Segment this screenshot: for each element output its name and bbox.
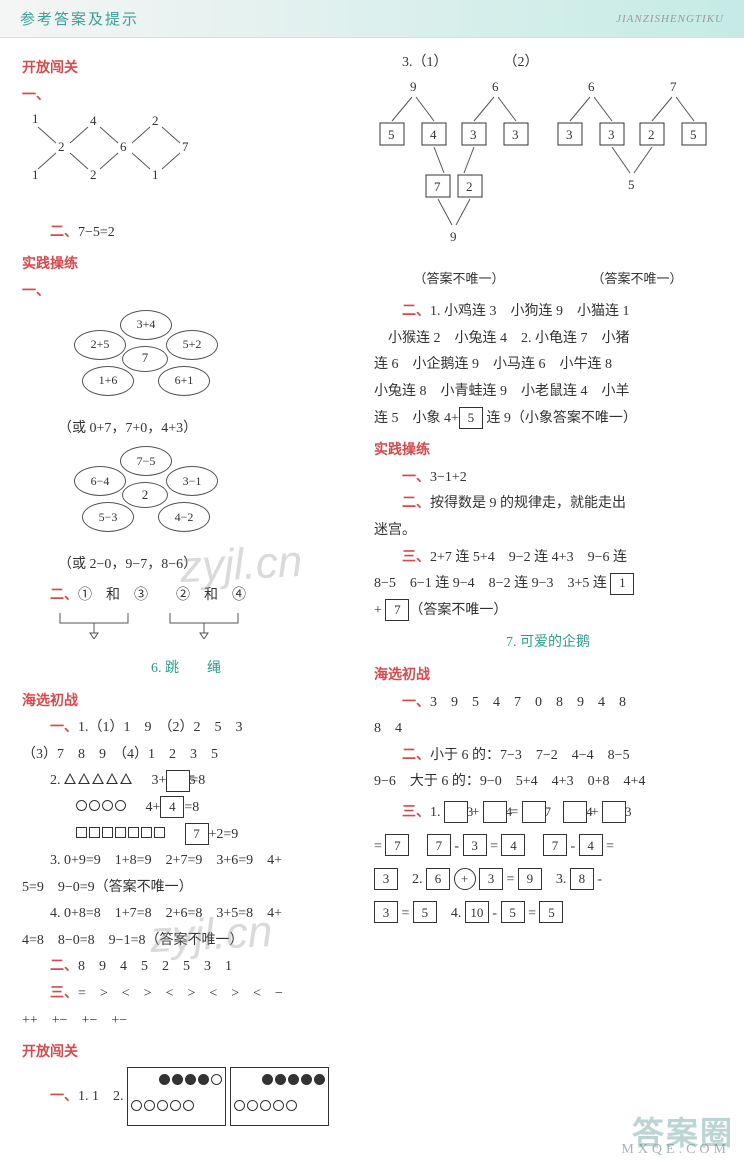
text: 4. 0+8=8 1+7=8 2+6=8 3+5=8 4+ bbox=[22, 901, 350, 928]
svg-text:2: 2 bbox=[648, 127, 655, 142]
text: 3. 0+9=9 1+8=9 2+7=9 3+6=9 4+ bbox=[22, 848, 350, 875]
svg-text:2: 2 bbox=[58, 139, 65, 154]
page-content: 开放闯关 一、 1 2 1 4 2 6 2 1 7 二、7−5=2 实践操练 bbox=[0, 38, 744, 1160]
label: 三、 bbox=[50, 986, 78, 1001]
v-trees: 9 6 5 4 3 3 7 2 9 6 7 3 3 2 bbox=[374, 77, 722, 267]
label-two: 二、 bbox=[50, 588, 78, 603]
svg-text:6: 6 bbox=[492, 79, 499, 94]
section-title: 实践操练 bbox=[374, 438, 722, 465]
svg-text:5: 5 bbox=[690, 127, 697, 142]
flower-note: （或 0+7，7+0，4+3） bbox=[58, 416, 350, 443]
label: 一、 bbox=[402, 695, 430, 710]
text: = > < > < > < > < − bbox=[78, 986, 283, 1001]
text: 8 4 bbox=[374, 716, 722, 743]
equation-rows: 3 2. 6 + 3 = 9 3. 8 - bbox=[374, 863, 722, 897]
svg-text:6: 6 bbox=[588, 79, 595, 94]
label: 二、 bbox=[402, 748, 430, 763]
label-one: 一、 bbox=[22, 284, 50, 299]
svg-text:7: 7 bbox=[670, 79, 677, 94]
pattern-row: 一、1. 1 2. bbox=[22, 1067, 350, 1126]
svg-text:1: 1 bbox=[32, 111, 39, 126]
svg-text:3: 3 bbox=[470, 127, 477, 142]
label-one: 一、 bbox=[22, 88, 50, 103]
text: （3）7 8 9 （4）1 2 3 5 bbox=[22, 742, 350, 769]
label: 一、 bbox=[50, 720, 78, 735]
label: 三、 bbox=[402, 550, 430, 565]
svg-text:4: 4 bbox=[90, 113, 97, 128]
right-column: 3.（1） （2） 9 6 5 4 3 3 7 2 9 6 7 bbox=[374, 50, 722, 1126]
text: 7−5=2 bbox=[78, 225, 115, 240]
text: 小猴连 2 小兔连 4 2. 小龟连 7 小猪 bbox=[374, 326, 722, 353]
equation-rows: = 7 7 - 3 = 4 7 - 4 = bbox=[374, 830, 722, 864]
text: 按得数是 9 的规律走，就能走出 bbox=[430, 496, 626, 511]
svg-text:4: 4 bbox=[430, 127, 437, 142]
label: 二、 bbox=[402, 496, 430, 511]
header-right: JIANZISHENGTIKU bbox=[616, 13, 724, 25]
text: ++ +− +− +− bbox=[22, 1008, 350, 1035]
flower-diagram-2: 2 7−5 3−1 4−2 5−3 6−4 bbox=[62, 442, 232, 552]
svg-text:1: 1 bbox=[152, 167, 159, 182]
left-column: 开放闯关 一、 1 2 1 4 2 6 2 1 7 二、7−5=2 实践操练 bbox=[22, 50, 350, 1126]
shape-row: 7+2=9 bbox=[76, 822, 350, 849]
text: 4=8 8−0=8 9−1=8（答案不唯一） bbox=[22, 928, 350, 955]
captions: （答案不唯一） （答案不唯一） bbox=[374, 267, 722, 292]
label: 一、 bbox=[402, 470, 430, 485]
header-title: 参考答案及提示 bbox=[20, 8, 139, 29]
text: 3.（1） （2） bbox=[374, 50, 722, 77]
shape-row: 4+4=8 bbox=[76, 795, 350, 822]
bracket-diagram bbox=[22, 609, 262, 639]
text: 连 6 小企鹅连 9 小马连 6 小牛连 8 bbox=[374, 352, 722, 379]
svg-text:2: 2 bbox=[90, 167, 97, 182]
watermark-url: MXQE.COM bbox=[621, 1142, 730, 1158]
svg-text:9: 9 bbox=[450, 229, 457, 244]
label: 二、 bbox=[402, 304, 430, 319]
section-title: 开放闯关 bbox=[22, 1040, 350, 1067]
svg-text:7: 7 bbox=[182, 139, 189, 154]
shape-row: 2. 3+5=8 bbox=[22, 768, 350, 795]
label: 二、 bbox=[50, 959, 78, 974]
text: 小兔连 8 小青蛙连 9 小老鼠连 4 小羊 bbox=[374, 379, 722, 406]
svg-text:2: 2 bbox=[466, 179, 473, 194]
svg-text:5: 5 bbox=[388, 127, 395, 142]
text: 1. 小鸡连 3 小狗连 9 小猫连 1 bbox=[430, 304, 630, 319]
section-title: 实践操练 bbox=[22, 252, 350, 279]
number-chain-diagram: 1 2 1 4 2 6 2 1 7 bbox=[22, 109, 252, 209]
svg-text:1: 1 bbox=[32, 167, 39, 182]
subsection-title: 6. 跳 绳 bbox=[22, 656, 350, 683]
label-two: 二、 bbox=[50, 225, 78, 240]
svg-text:3: 3 bbox=[566, 127, 573, 142]
svg-text:6: 6 bbox=[120, 139, 127, 154]
flower-diagram-1: 7 3+4 5+2 6+1 1+6 2+5 bbox=[62, 306, 232, 416]
svg-text:3: 3 bbox=[512, 127, 519, 142]
section-title: 海选初战 bbox=[374, 663, 722, 690]
section-title: 开放闯关 bbox=[22, 56, 350, 83]
equation-rows: 三、1. 3 + 4 = 7 4 + 3 bbox=[374, 796, 722, 830]
text-row: 连 5 小象 4+5 连 9（小象答案不唯一） bbox=[374, 406, 722, 433]
text: 8 9 4 5 2 5 3 1 bbox=[78, 959, 232, 974]
text: 3 9 5 4 7 0 8 9 4 8 bbox=[430, 695, 626, 710]
text: 9−6 大于 6 的：9−0 5+4 4+3 0+8 4+4 bbox=[374, 769, 722, 796]
flower-note: （或 2−0，9−7，8−6） bbox=[58, 552, 350, 579]
svg-text:9: 9 bbox=[410, 79, 417, 94]
text: 5=9 9−0=9（答案不唯一） bbox=[22, 875, 350, 902]
section-title: 海选初战 bbox=[22, 689, 350, 716]
text-row: 8−5 6−1 连 9−4 8−2 连 9−3 3+5 连 1 bbox=[374, 571, 722, 598]
svg-text:7: 7 bbox=[434, 179, 441, 194]
page-header: 参考答案及提示 JIANZISHENGTIKU bbox=[0, 0, 744, 38]
text: 2+7 连 5+4 9−2 连 4+3 9−6 连 bbox=[430, 550, 627, 565]
text: 小于 6 的：7−3 7−2 4−4 8−5 bbox=[430, 748, 630, 763]
equation-rows: 3 = 5 4. 10 - 5 = 5 bbox=[374, 897, 722, 931]
text: 1.（1）1 9 （2）2 5 3 bbox=[78, 720, 243, 735]
text: ① 和 ③ ② 和 ④ bbox=[78, 588, 246, 603]
svg-text:2: 2 bbox=[152, 113, 159, 128]
text: 3−1+2 bbox=[430, 470, 467, 485]
svg-text:3: 3 bbox=[608, 127, 615, 142]
text: 迷宫。 bbox=[374, 518, 722, 545]
text-row: + 7（答案不唯一） bbox=[374, 598, 722, 625]
svg-text:5: 5 bbox=[628, 177, 635, 192]
subsection-title: 7. 可爱的企鹅 bbox=[374, 630, 722, 657]
